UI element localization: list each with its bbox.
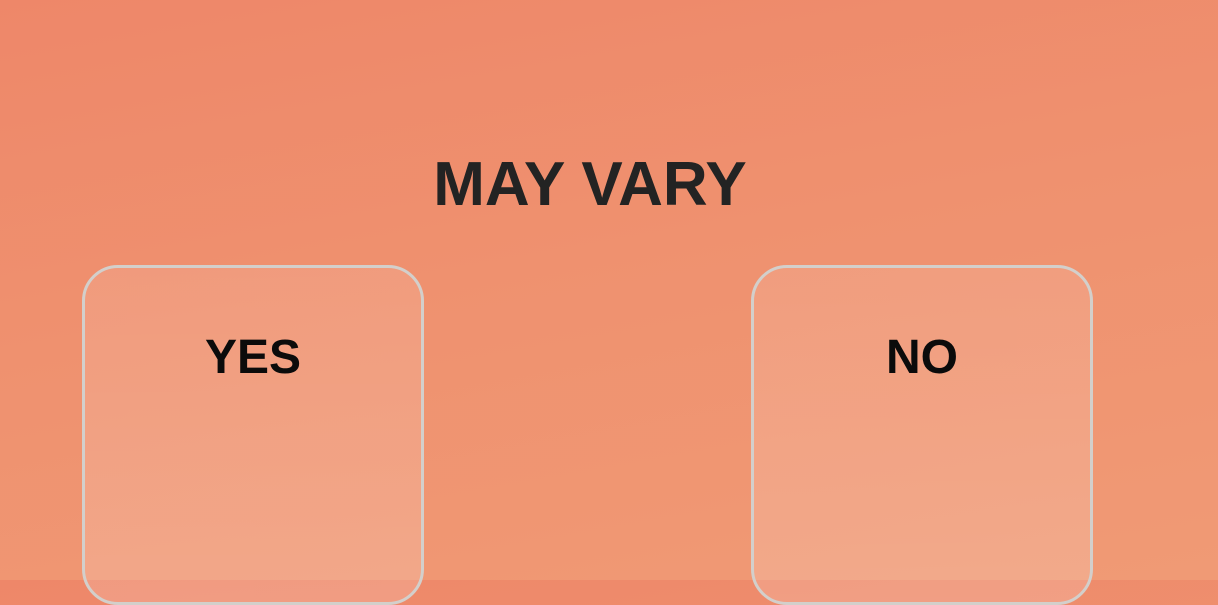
yes-option-label: YES <box>204 331 302 384</box>
no-option-card[interactable]: NO <box>751 265 1093 605</box>
yes-option-card[interactable]: YES <box>82 265 424 605</box>
no-option-label: NO <box>886 331 958 384</box>
question-title: MAY VARY <box>433 150 747 219</box>
